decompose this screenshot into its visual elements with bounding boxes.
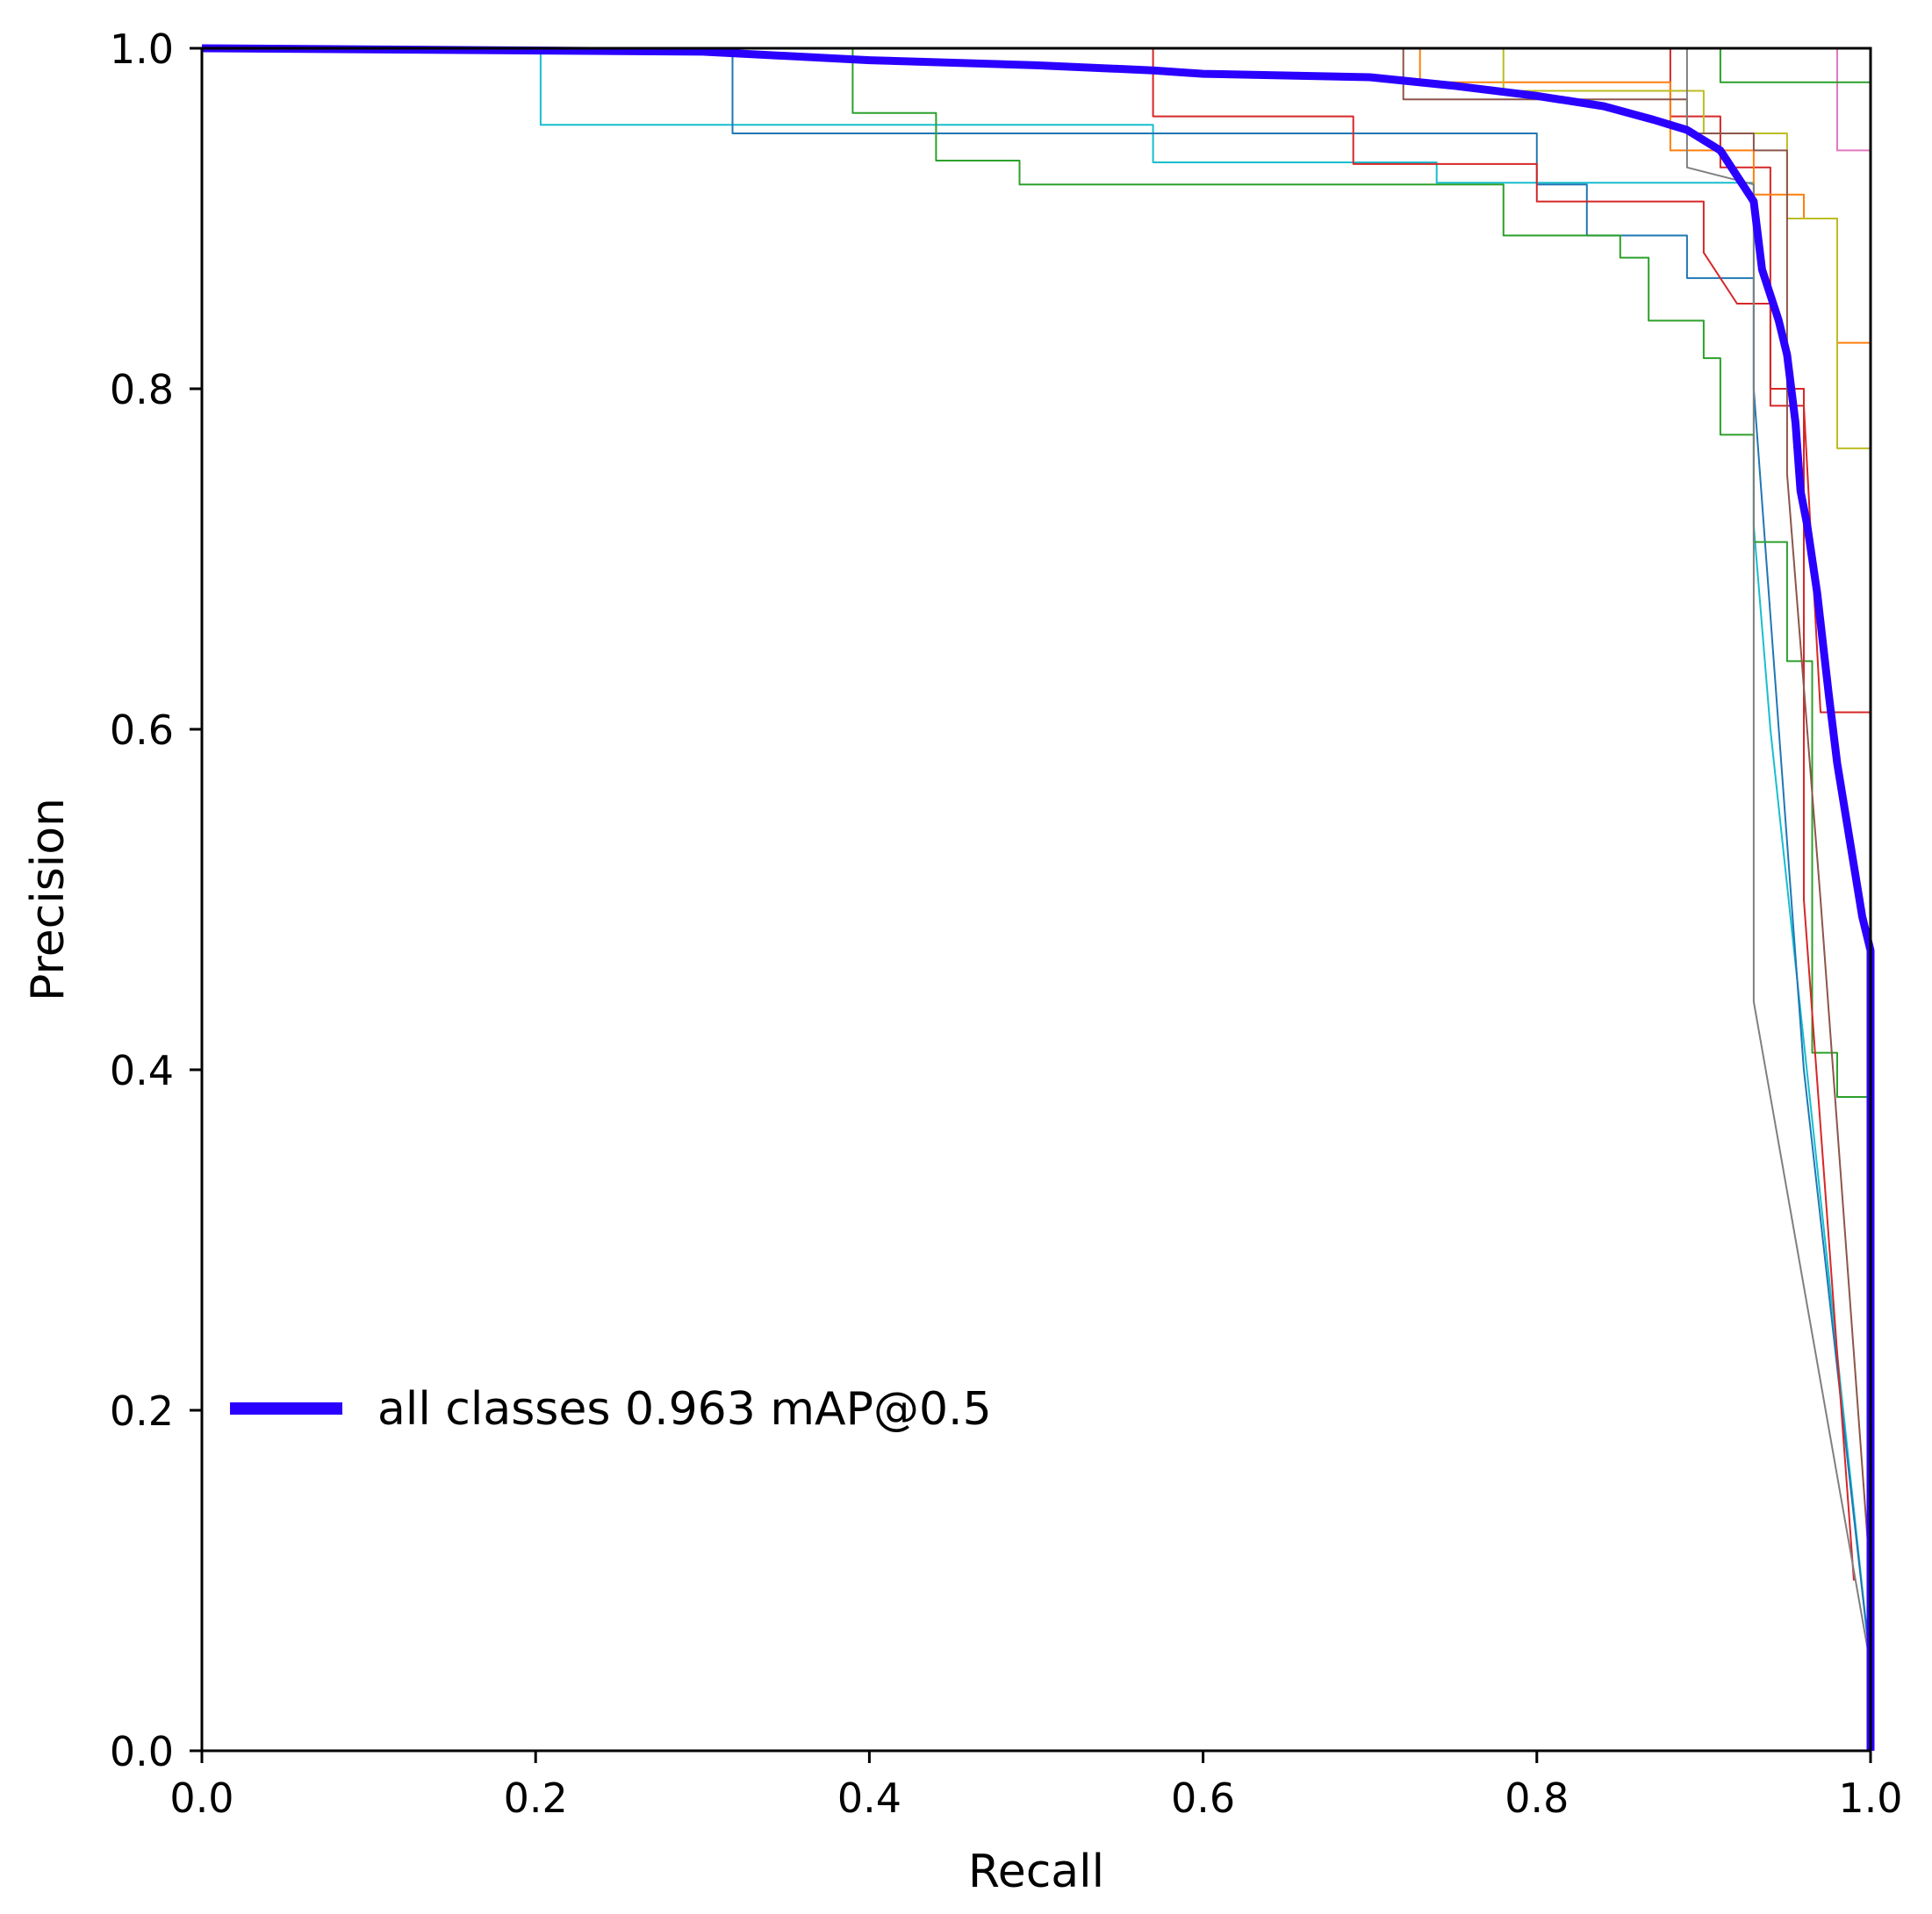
x-tick-label: 1.0 xyxy=(1838,1774,1902,1822)
legend: all classes 0.963 mAP@0.5 xyxy=(230,1383,992,1436)
x-tick-label: 0.2 xyxy=(504,1774,568,1822)
x-tick-label: 0.8 xyxy=(1505,1774,1569,1822)
y-tick-label: 0.2 xyxy=(110,1387,174,1435)
series-line-all-classes xyxy=(201,44,1875,1751)
x-tick-label: 0.0 xyxy=(169,1774,233,1822)
y-axis-label: Precision xyxy=(22,798,75,1001)
x-axis-label: Recall xyxy=(968,1846,1104,1898)
legend-label-all-classes: all classes 0.963 mAP@0.5 xyxy=(377,1383,992,1436)
series-line-class-green-1 xyxy=(202,47,1871,1751)
y-tick-label: 1.0 xyxy=(110,25,174,73)
ticks-layer: 0.0 0.2 0.4 0.6 0.8 1.0 0.0 0.2 0.4 0.6 0.8 1.0 xyxy=(110,25,1903,1822)
series-line-class-cyan-1 xyxy=(202,47,1871,1667)
y-tick-label: 0.4 xyxy=(110,1047,174,1094)
x-tick-label: 0.4 xyxy=(837,1774,901,1822)
y-tick-label: 0.8 xyxy=(110,366,174,413)
plot-frame xyxy=(200,47,1872,1753)
y-tick-label: 0.6 xyxy=(110,706,174,754)
x-tick-label: 0.6 xyxy=(1171,1774,1235,1822)
series-line-class-olive-1 xyxy=(202,47,1871,1751)
y-tick-label: 0.0 xyxy=(110,1728,174,1775)
